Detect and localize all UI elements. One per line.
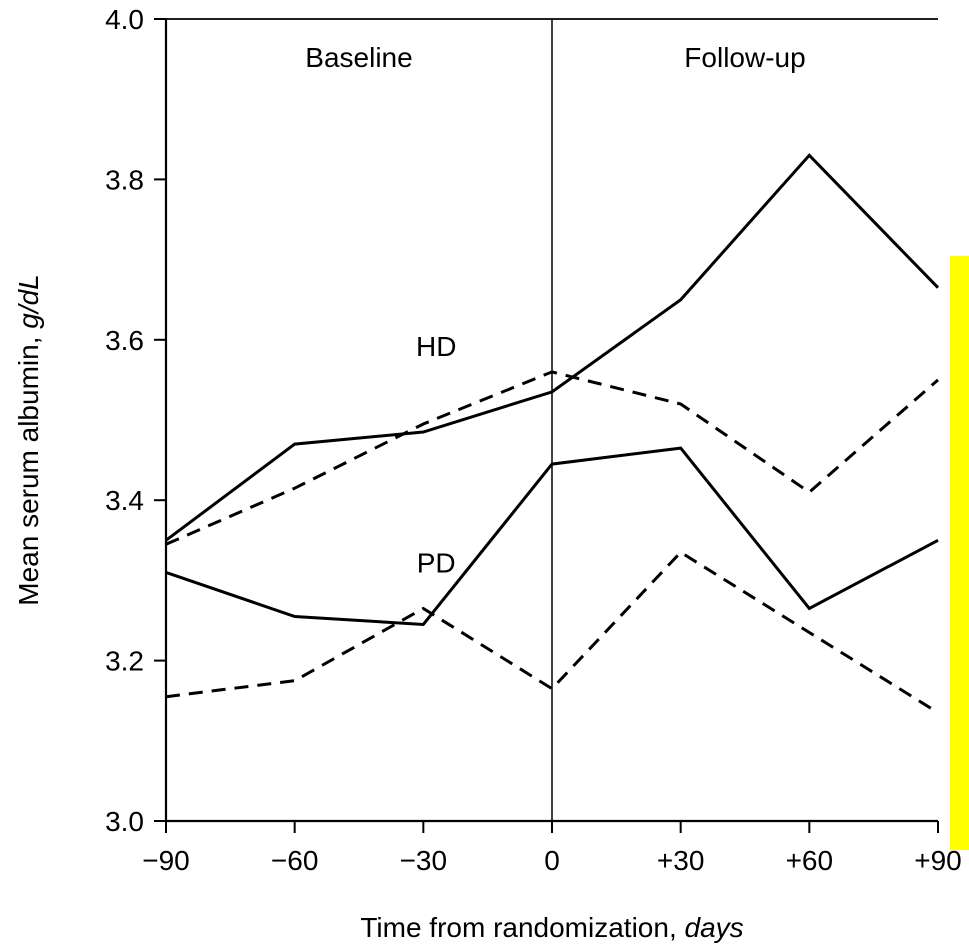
series-line-pd-dashed (165, 550, 939, 714)
x-axis-title-unit: days (685, 912, 744, 943)
x-axis-title: Time from randomization, days (360, 912, 743, 943)
highlight-bar (950, 256, 969, 850)
group-label-hd: HD (416, 331, 456, 362)
region-labels: Baseline Follow-up (305, 42, 805, 73)
group-label-pd: PD (417, 547, 456, 578)
y-axis: 3.0 3.2 3.4 3.6 3.8 4.0 (105, 4, 166, 837)
x-tick-label: +60 (786, 845, 834, 876)
series-line-hd-dashed (165, 370, 939, 546)
series-lines (165, 153, 940, 714)
y-axis-title-unit: g/dL (13, 274, 44, 329)
y-axis-title: Mean serum albumin, g/dL (13, 274, 44, 606)
x-tick-label: 0 (544, 845, 560, 876)
x-tick-label: +90 (914, 845, 962, 876)
x-tick-label: +30 (657, 845, 705, 876)
x-axis-title-main: Time from randomization, (360, 912, 684, 943)
x-tick-label: −90 (142, 845, 190, 876)
x-axis: −90 −60 −30 0 +30 +60 +90 (142, 821, 962, 876)
series-line-pd-solid (165, 446, 939, 627)
y-tick-label: 3.2 (105, 646, 144, 677)
y-tick-label: 4.0 (105, 4, 144, 35)
series-line-hd-solid (165, 153, 940, 542)
region-label-baseline: Baseline (305, 42, 412, 73)
group-labels: HD PD (416, 331, 456, 579)
x-tick-label: −60 (271, 845, 319, 876)
x-tick-label: −30 (400, 845, 448, 876)
y-tick-label: 3.6 (105, 325, 144, 356)
y-tick-label: 3.8 (105, 164, 144, 195)
region-label-follow-up: Follow-up (684, 42, 805, 73)
y-tick-label: 3.4 (105, 485, 144, 516)
y-tick-label: 3.0 (105, 806, 144, 837)
y-axis-title-main: Mean serum albumin, (13, 329, 44, 606)
